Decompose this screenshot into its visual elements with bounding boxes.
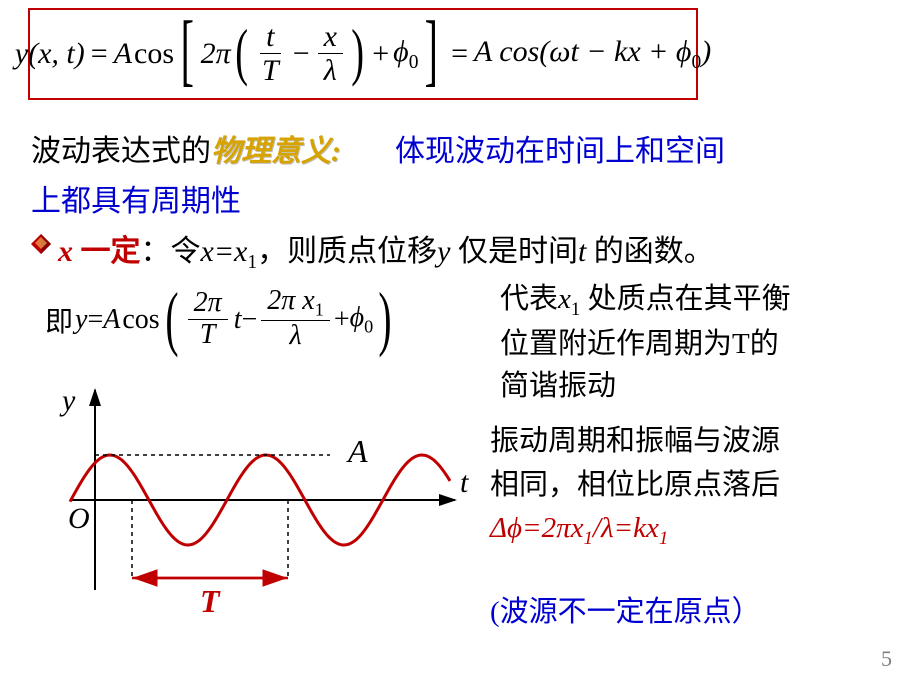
mf-rp: ) (379, 282, 392, 354)
b4-s2: 1 (659, 528, 668, 549)
l2-a: ：令 (141, 235, 201, 268)
mf-f1n: 2π (188, 288, 228, 320)
t-axis-label: t (460, 466, 469, 499)
lbracket: [ (181, 10, 194, 90)
b4-l1: 振动周期和振幅与波源 (490, 420, 780, 464)
f-cos1: cos (134, 37, 174, 71)
f-plus: + (372, 37, 389, 71)
f-eq2: = (451, 37, 468, 71)
mf-phi: ϕ0 (350, 302, 374, 338)
page-number: 5 (881, 646, 892, 672)
b4-d: Δϕ=2πx (490, 512, 584, 544)
mf-A: A (103, 304, 120, 336)
mf-f1: 2π T (188, 288, 228, 353)
den-T: T (256, 54, 285, 89)
lparen: ( (235, 20, 248, 84)
b3-l1a: 代表 (500, 283, 558, 315)
mf-f2: 2π x1 λ (261, 286, 330, 353)
l1-gold: 物理意义 (211, 135, 331, 168)
mf-phi-0: 0 (364, 317, 373, 337)
f-lhs: y(x, t) (15, 37, 85, 71)
frac-tT: t T (256, 20, 285, 89)
mf-f2n: 2π x1 (261, 286, 330, 321)
line1: 波动表达式的物理意义: (31, 126, 341, 170)
line1-blue-b: 上都具有周期性 (31, 176, 241, 220)
rparen: ) (351, 20, 364, 84)
rhs-sub0: 0 (691, 52, 701, 73)
f-minus: − (293, 37, 310, 71)
l2-sub1: 1 (247, 252, 257, 273)
b4-s1: 1 (584, 528, 593, 549)
block3: 代表x1 处质点在其平衡 位置附近作周期为T的 简谐振动 (500, 278, 791, 407)
l2-xeq: x=x (201, 235, 248, 268)
mid-formula: 即 y = A cos ( 2π T t − 2π x1 λ + ϕ0 ) (45, 284, 397, 356)
b4-l3: Δϕ=2πx1/λ=kx1 (490, 507, 780, 553)
phi-sub: 0 (409, 52, 419, 73)
mf-y: y (75, 304, 87, 336)
l2-b: ，则质点位移 (257, 235, 437, 268)
b3-l3: 简谐振动 (500, 365, 791, 407)
l2-x: x (58, 235, 73, 268)
b3-sub: 1 (571, 299, 580, 320)
l2-fixed: 一定 (73, 235, 141, 268)
mf-f2n-t: 2π x (267, 285, 314, 316)
f-2pi: 2π (201, 37, 231, 71)
sine-graph: y t O A T (40, 380, 470, 630)
f-A1: A (114, 37, 132, 71)
mf-lp: ( (165, 282, 178, 354)
amplitude-label: A (346, 433, 368, 469)
b3-l1b: 处质点在其平衡 (580, 283, 790, 315)
y-axis-label: y (59, 384, 76, 417)
mf-t: t (234, 304, 242, 336)
f-phi1: ϕ0 (393, 35, 418, 74)
mf-f2sub: 1 (315, 300, 324, 320)
b3-l2: 位置附近作周期为T的 (500, 323, 791, 365)
num-x: x (318, 20, 343, 54)
mf-eq: = (87, 304, 103, 336)
rbracket: ] (425, 10, 438, 90)
b3-x: x (558, 283, 571, 315)
f-eq1: = (91, 37, 108, 71)
top-formula-box: y(x, t) = A cos [ 2π ( t T − x λ ) + ϕ0 … (28, 8, 698, 100)
f-rhs: A cos(ωt − kx + ϕ0) (474, 35, 711, 74)
phi-sym: ϕ (393, 35, 409, 68)
l2-c: 仅是时间 (450, 235, 578, 268)
b4-l2: 相同，相位比原点落后 (490, 464, 780, 508)
b4-m: /λ=kx (593, 512, 659, 544)
den-l: λ (318, 54, 343, 89)
top-formula: y(x, t) = A cos [ 2π ( t T − x λ ) + ϕ0 … (15, 14, 711, 94)
origin-label: O (68, 502, 90, 535)
block4: 振动周期和振幅与波源 相同，相位比原点落后 Δϕ=2πx1/λ=kx1 (490, 420, 780, 553)
mf-phi-s: ϕ (350, 302, 365, 333)
l1-black: 波动表达式的 (31, 135, 211, 168)
line1-blue-a: 体现波动在时间上和空间 (395, 126, 725, 170)
l2-d: 的函数。 (586, 235, 714, 268)
line5: (波源不一定在原点） (490, 588, 761, 630)
l2-y: y (437, 235, 450, 268)
rhs-tail: ) (701, 35, 711, 68)
mf-f1d: T (194, 320, 222, 353)
diamond-bullet-icon (31, 234, 51, 254)
num-t: t (260, 20, 280, 54)
mf-minus: − (241, 304, 257, 336)
rhs-main: A cos(ωt − kx + ϕ (474, 35, 691, 68)
b3-l1: 代表x1 处质点在其平衡 (500, 278, 791, 323)
mf-cos: cos (122, 304, 159, 336)
period-label: T (200, 583, 221, 619)
line2: x 一定：令x=x1，则质点位移y 仅是时间t 的函数。 (58, 226, 714, 274)
l1-colon: : (331, 135, 341, 168)
frac-xl: x λ (318, 20, 343, 89)
mf-plus: + (334, 304, 350, 336)
mf-prefix: 即 (45, 300, 73, 340)
mf-f2d: λ (283, 321, 307, 354)
